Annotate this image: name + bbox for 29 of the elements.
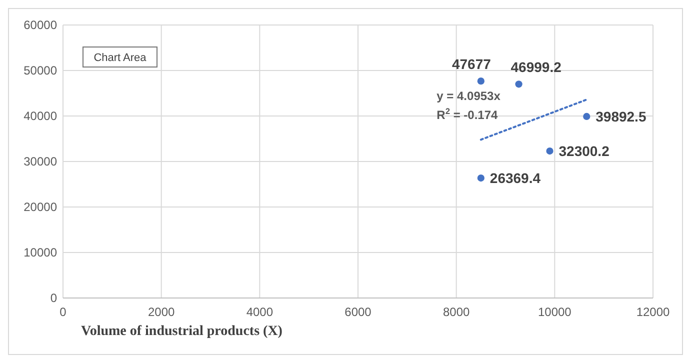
y-tick-label: 30000 bbox=[24, 154, 58, 168]
point bbox=[515, 80, 522, 88]
y-tick-label: 40000 bbox=[24, 109, 58, 123]
y-tick-label: 60000 bbox=[24, 18, 58, 32]
x-tick-label: 0 bbox=[60, 305, 67, 319]
point bbox=[546, 147, 554, 155]
y-tick-label: 10000 bbox=[24, 246, 58, 260]
x-tick-label: 12000 bbox=[636, 305, 670, 319]
point bbox=[583, 112, 590, 120]
point bbox=[477, 78, 484, 85]
data-label: 47677 bbox=[452, 56, 492, 72]
x-tick-label: 8000 bbox=[442, 305, 470, 319]
annotation: Chart Area bbox=[94, 52, 148, 64]
x-tick-label: 2000 bbox=[148, 305, 176, 319]
y-tick-label: 20000 bbox=[24, 200, 58, 214]
data-label: 32300.2 bbox=[558, 143, 610, 160]
x-tick-label: 6000 bbox=[344, 305, 372, 319]
y-tick-label: 50000 bbox=[24, 64, 58, 78]
data-label: 39892.5 bbox=[596, 108, 646, 124]
data-label: 46999.2 bbox=[510, 59, 562, 76]
x-tick-label: 10000 bbox=[538, 305, 572, 319]
tooltip-box: Chart Area bbox=[82, 46, 158, 68]
x-axis-title: Volume of industrial products (X) bbox=[81, 324, 283, 339]
annotation: y = 4.0953x bbox=[436, 89, 501, 104]
y-tick-label: 0 bbox=[50, 291, 58, 305]
annotation: R$^{2}$ = -0.174 bbox=[436, 106, 498, 122]
x-tick-label: 4000 bbox=[246, 305, 274, 319]
data-label: 26369.4 bbox=[490, 170, 541, 186]
point bbox=[477, 174, 484, 182]
